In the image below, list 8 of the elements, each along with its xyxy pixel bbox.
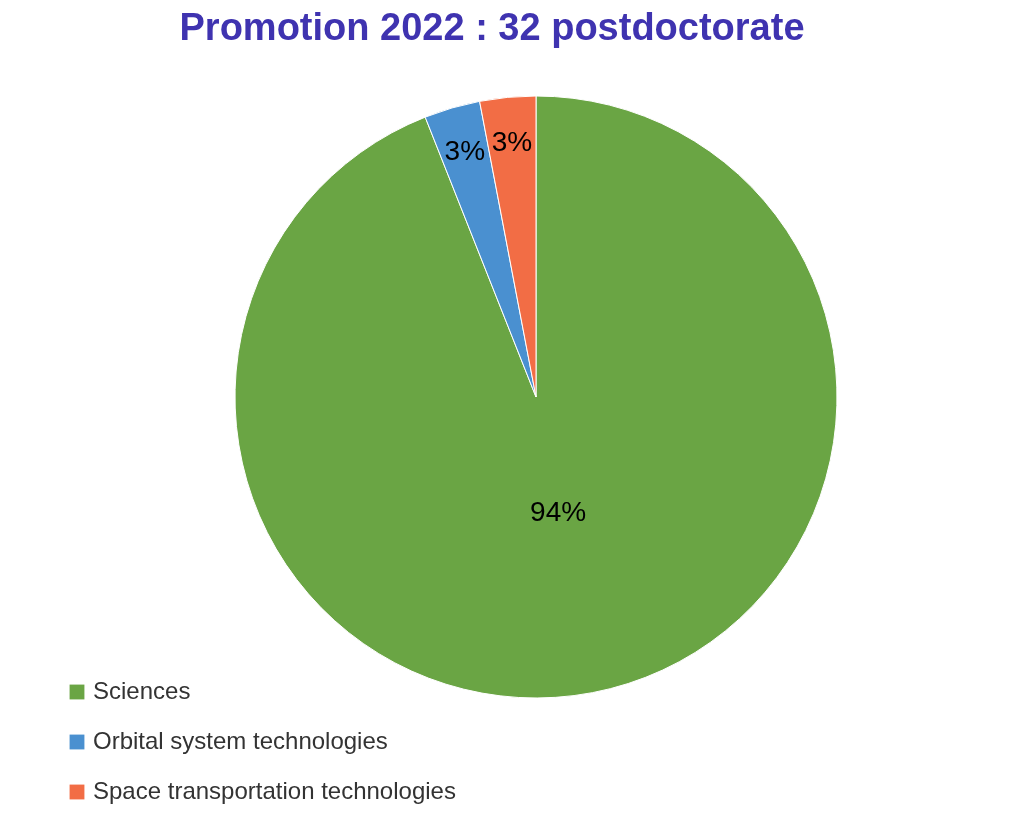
legend-label: Space transportation technologies <box>93 777 456 804</box>
data-label: 94% <box>530 495 587 527</box>
legend-label: Orbital system technologies <box>93 727 388 754</box>
data-label: 3% <box>491 126 533 158</box>
legend-label: Sciences <box>93 677 191 704</box>
chart-title: Promotion 2022 : 32 postdoctorate <box>179 6 805 48</box>
data-label: 3% <box>444 135 486 167</box>
pie-slice <box>234 95 838 698</box>
